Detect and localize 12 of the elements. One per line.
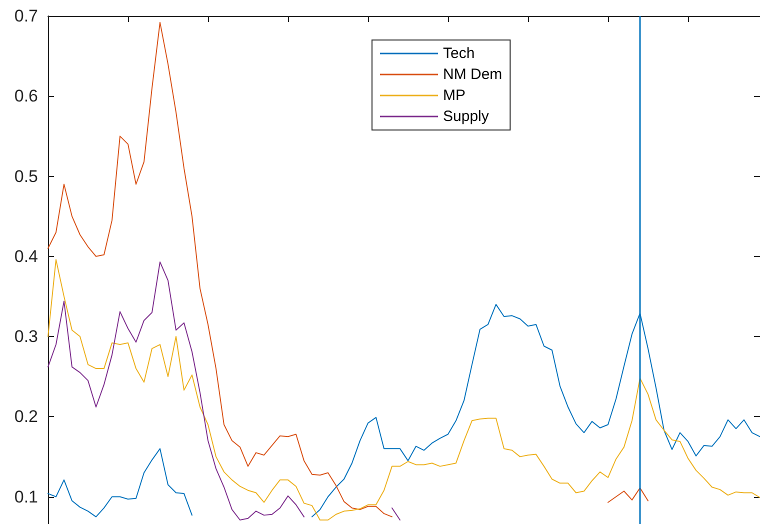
legend-label: NM Dem — [443, 66, 502, 83]
y-tick-label: 0.4 — [14, 246, 38, 266]
legend-label: Tech — [443, 45, 475, 62]
legend-label: MP — [443, 87, 466, 104]
y-tick-label: 0.3 — [14, 327, 38, 346]
y-tick-label: 0.7 — [14, 6, 38, 26]
y-tick-label: 0.1 — [14, 487, 38, 506]
legend-label: Supply — [443, 108, 490, 125]
y-tick-label: 0.2 — [14, 407, 38, 426]
line-series — [48, 259, 760, 520]
y-tick-label: 0.5 — [14, 166, 38, 186]
y-tick-label: 0.6 — [14, 86, 38, 106]
